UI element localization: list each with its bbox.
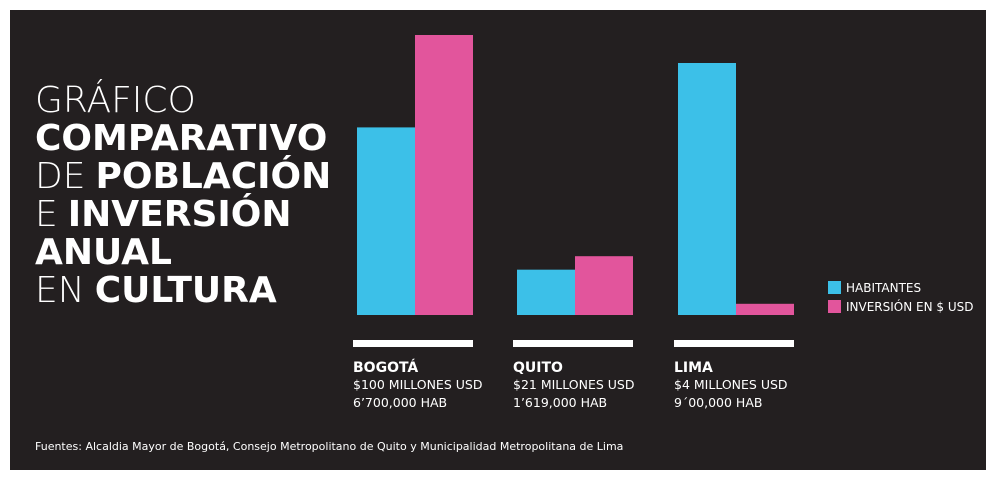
category-underline <box>353 340 473 347</box>
value-label: 1’619,000 HAB <box>513 395 607 410</box>
bar <box>575 256 633 315</box>
background <box>10 10 986 470</box>
bar <box>357 127 415 316</box>
category-label: QUITO <box>513 360 563 376</box>
category-label: LIMA <box>674 360 713 376</box>
title-part: COMPARATIVO <box>35 118 327 159</box>
title-part: GRÁFICO <box>35 79 196 121</box>
title-line: ANUAL <box>35 232 172 273</box>
title-part: E <box>35 194 58 235</box>
title-part: POBLACIÓN <box>95 155 331 197</box>
bar <box>678 63 736 315</box>
value-label: $21 MILLONES USD <box>513 377 635 392</box>
legend-swatch <box>828 281 841 294</box>
title-line: COMPARATIVO <box>35 118 327 159</box>
title-line: GRÁFICO <box>35 79 196 121</box>
source-note: Fuentes: Alcaldia Mayor de Bogotá, Conse… <box>35 440 623 453</box>
bar <box>415 35 473 315</box>
title-line: EN CULTURA <box>35 270 277 311</box>
title-part: INVERSIÓN <box>68 193 292 235</box>
value-label: 6’700,000 HAB <box>353 395 447 410</box>
bar <box>517 269 575 315</box>
title-part: ANUAL <box>35 232 172 273</box>
value-label: $4 MILLONES USD <box>674 377 788 392</box>
value-label: 9´00,000 HAB <box>674 395 762 410</box>
legend-label: INVERSIÓN EN $ USD <box>846 299 974 314</box>
title-line: E INVERSIÓN <box>35 193 292 235</box>
title-part: CULTURA <box>95 270 277 311</box>
category-underline <box>513 340 633 347</box>
bar <box>736 303 794 315</box>
title-part: EN <box>35 270 85 311</box>
category-underline <box>674 340 794 347</box>
legend-swatch <box>828 300 841 313</box>
legend-label: HABITANTES <box>846 281 921 295</box>
title-line: DE POBLACIÓN <box>35 155 331 197</box>
category-label: BOGOTÁ <box>353 359 418 376</box>
title-part: DE <box>35 156 85 197</box>
value-label: $100 MILLONES USD <box>353 377 482 392</box>
